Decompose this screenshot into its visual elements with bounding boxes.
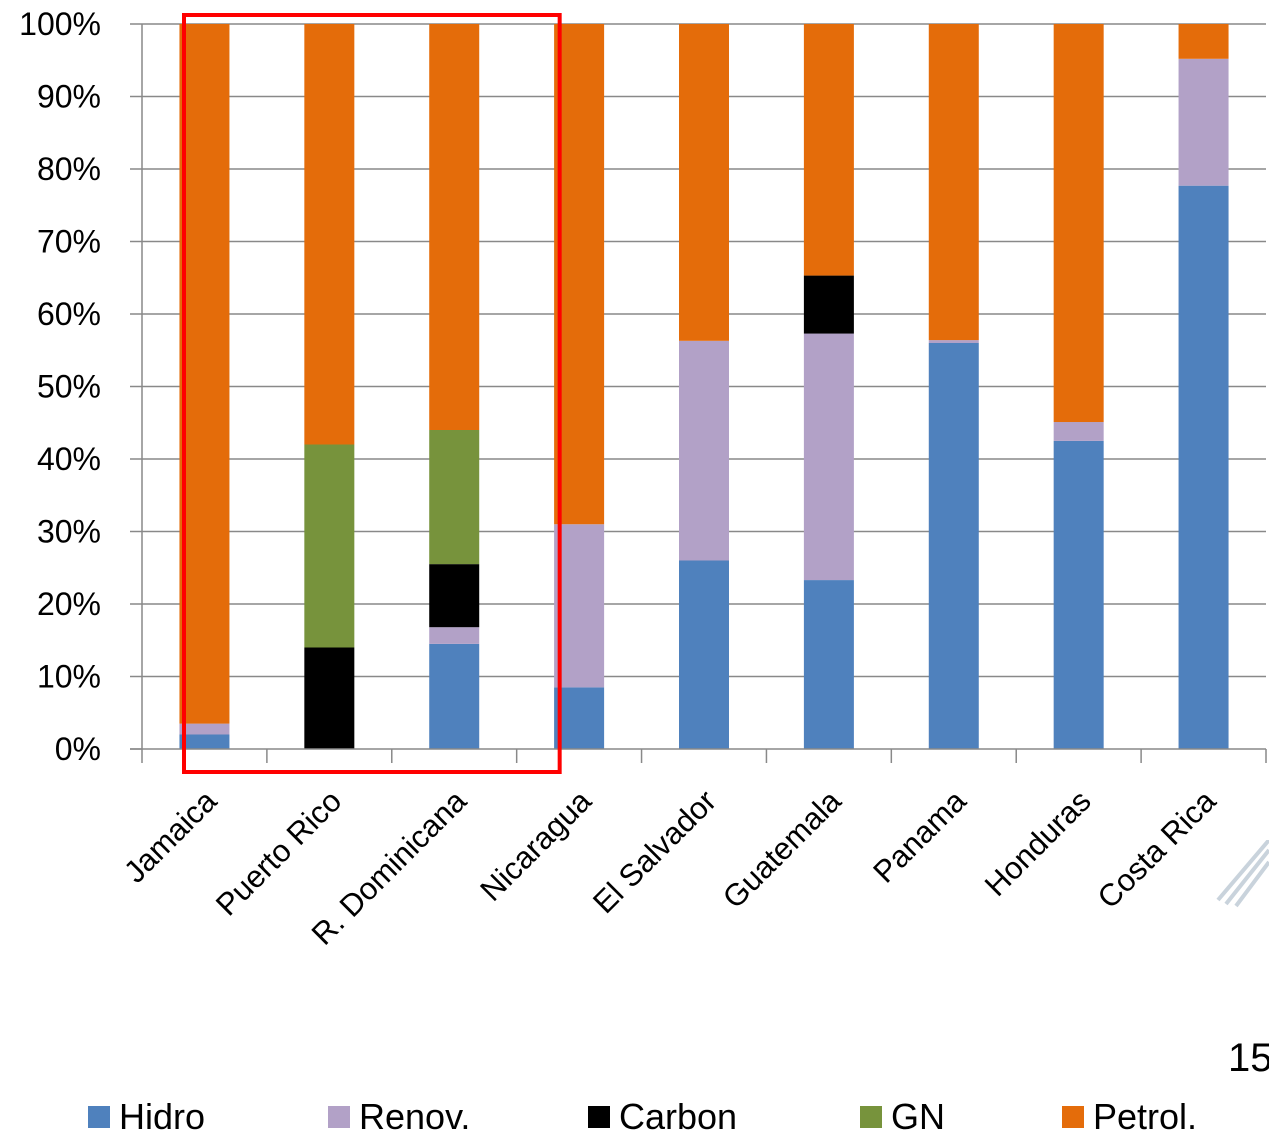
corner-decoration	[1216, 840, 1269, 908]
bar-segment-carbon	[304, 647, 355, 749]
legend-swatch	[588, 1106, 610, 1128]
highlight-rectangle	[182, 13, 562, 774]
x-tick-label: Jamaica	[117, 783, 224, 890]
bar-segment-petrol	[1178, 24, 1229, 59]
legend-label: GN	[891, 1096, 945, 1137]
x-tick-label: Guatemala	[716, 783, 849, 916]
bar-segment-renov	[1053, 422, 1104, 441]
bar-segment-hidro	[803, 580, 854, 749]
bar-segment-hidro	[179, 734, 230, 749]
x-tick-label: Costa Rica	[1091, 783, 1223, 915]
legend-swatch	[328, 1106, 350, 1128]
stacked-bar-chart: 0% 10% 20% 30% 40% 50% 60% 70% 80% 90% 100% Jamaic…	[19, 6, 1267, 952]
bar-segment-petrol	[429, 24, 480, 430]
y-tick-label: 60%	[37, 296, 101, 332]
legend: Hidro Renov. Carbon GN Petrol.	[0, 1096, 1269, 1139]
bar-segment-petrol	[1053, 24, 1104, 423]
bar-segment-renov	[928, 340, 979, 343]
y-tick-label: 0%	[55, 731, 101, 767]
legend-label: Petrol.	[1093, 1096, 1198, 1137]
y-axis-tick-labels: 0% 10% 20% 30% 40% 50% 60% 70% 80% 90% 100%	[19, 6, 101, 767]
x-tick-label: Panama	[866, 783, 973, 890]
bar-segment-petrol	[304, 24, 355, 445]
y-tick-label: 20%	[37, 586, 101, 622]
bar-segment-hidro	[1053, 440, 1104, 749]
legend-swatch	[88, 1106, 110, 1128]
bar-segment-petrol	[679, 24, 729, 341]
bar-segment-renov	[679, 340, 729, 561]
y-tick-label: 30%	[37, 514, 101, 550]
legend-label: Carbon	[619, 1096, 738, 1137]
bar-segment-hidro	[1178, 185, 1229, 750]
bar-segment-hidro	[554, 687, 605, 749]
y-tick-label: 100%	[19, 6, 101, 42]
bar-segment-carbon	[803, 275, 854, 334]
highlight-box	[182, 13, 562, 774]
bar-segment-petrol	[803, 24, 854, 276]
bar-segment-petrol	[179, 24, 230, 724]
bar-segment-hidro	[679, 560, 729, 749]
bar-segment-hidro	[928, 343, 979, 749]
legend-item: Carbon	[588, 1096, 737, 1138]
x-tick-label: Honduras	[978, 783, 1098, 903]
x-tick-label: Nicaragua	[473, 783, 598, 908]
legend-swatch	[860, 1106, 882, 1128]
bar-segment-renov	[803, 333, 854, 581]
bar-segment-renov	[429, 627, 480, 644]
legend-swatch	[1062, 1106, 1084, 1128]
bar-segment-gn	[304, 444, 355, 648]
x-tick-label: El Salvador	[586, 783, 723, 920]
y-tick-label: 90%	[37, 79, 101, 115]
bar-segment-hidro	[429, 643, 480, 749]
bar-segment-renov	[179, 723, 230, 735]
y-tick-label: 10%	[37, 659, 101, 695]
bar-segment-renov	[554, 524, 605, 688]
bar-segment-carbon	[429, 564, 480, 628]
bars	[179, 24, 1229, 750]
legend-item: Hidro	[88, 1096, 205, 1138]
page-number: 15	[1228, 1036, 1269, 1080]
x-tick-label: Puerto Rico	[209, 783, 348, 922]
y-tick-label: 50%	[37, 369, 101, 405]
bar-segment-gn	[429, 430, 480, 565]
legend-label: Renov.	[359, 1096, 471, 1137]
legend-item: Petrol.	[1062, 1096, 1197, 1138]
legend-item: Renov.	[328, 1096, 470, 1138]
y-tick-label: 40%	[37, 441, 101, 477]
legend-label: Hidro	[119, 1096, 206, 1137]
y-tick-label: 80%	[37, 151, 101, 187]
bar-segment-petrol	[554, 24, 605, 525]
legend-item: GN	[860, 1096, 945, 1138]
y-tick-label: 70%	[37, 224, 101, 260]
bar-segment-petrol	[928, 24, 979, 341]
bar-segment-renov	[1178, 58, 1229, 186]
axes	[130, 23, 1267, 763]
